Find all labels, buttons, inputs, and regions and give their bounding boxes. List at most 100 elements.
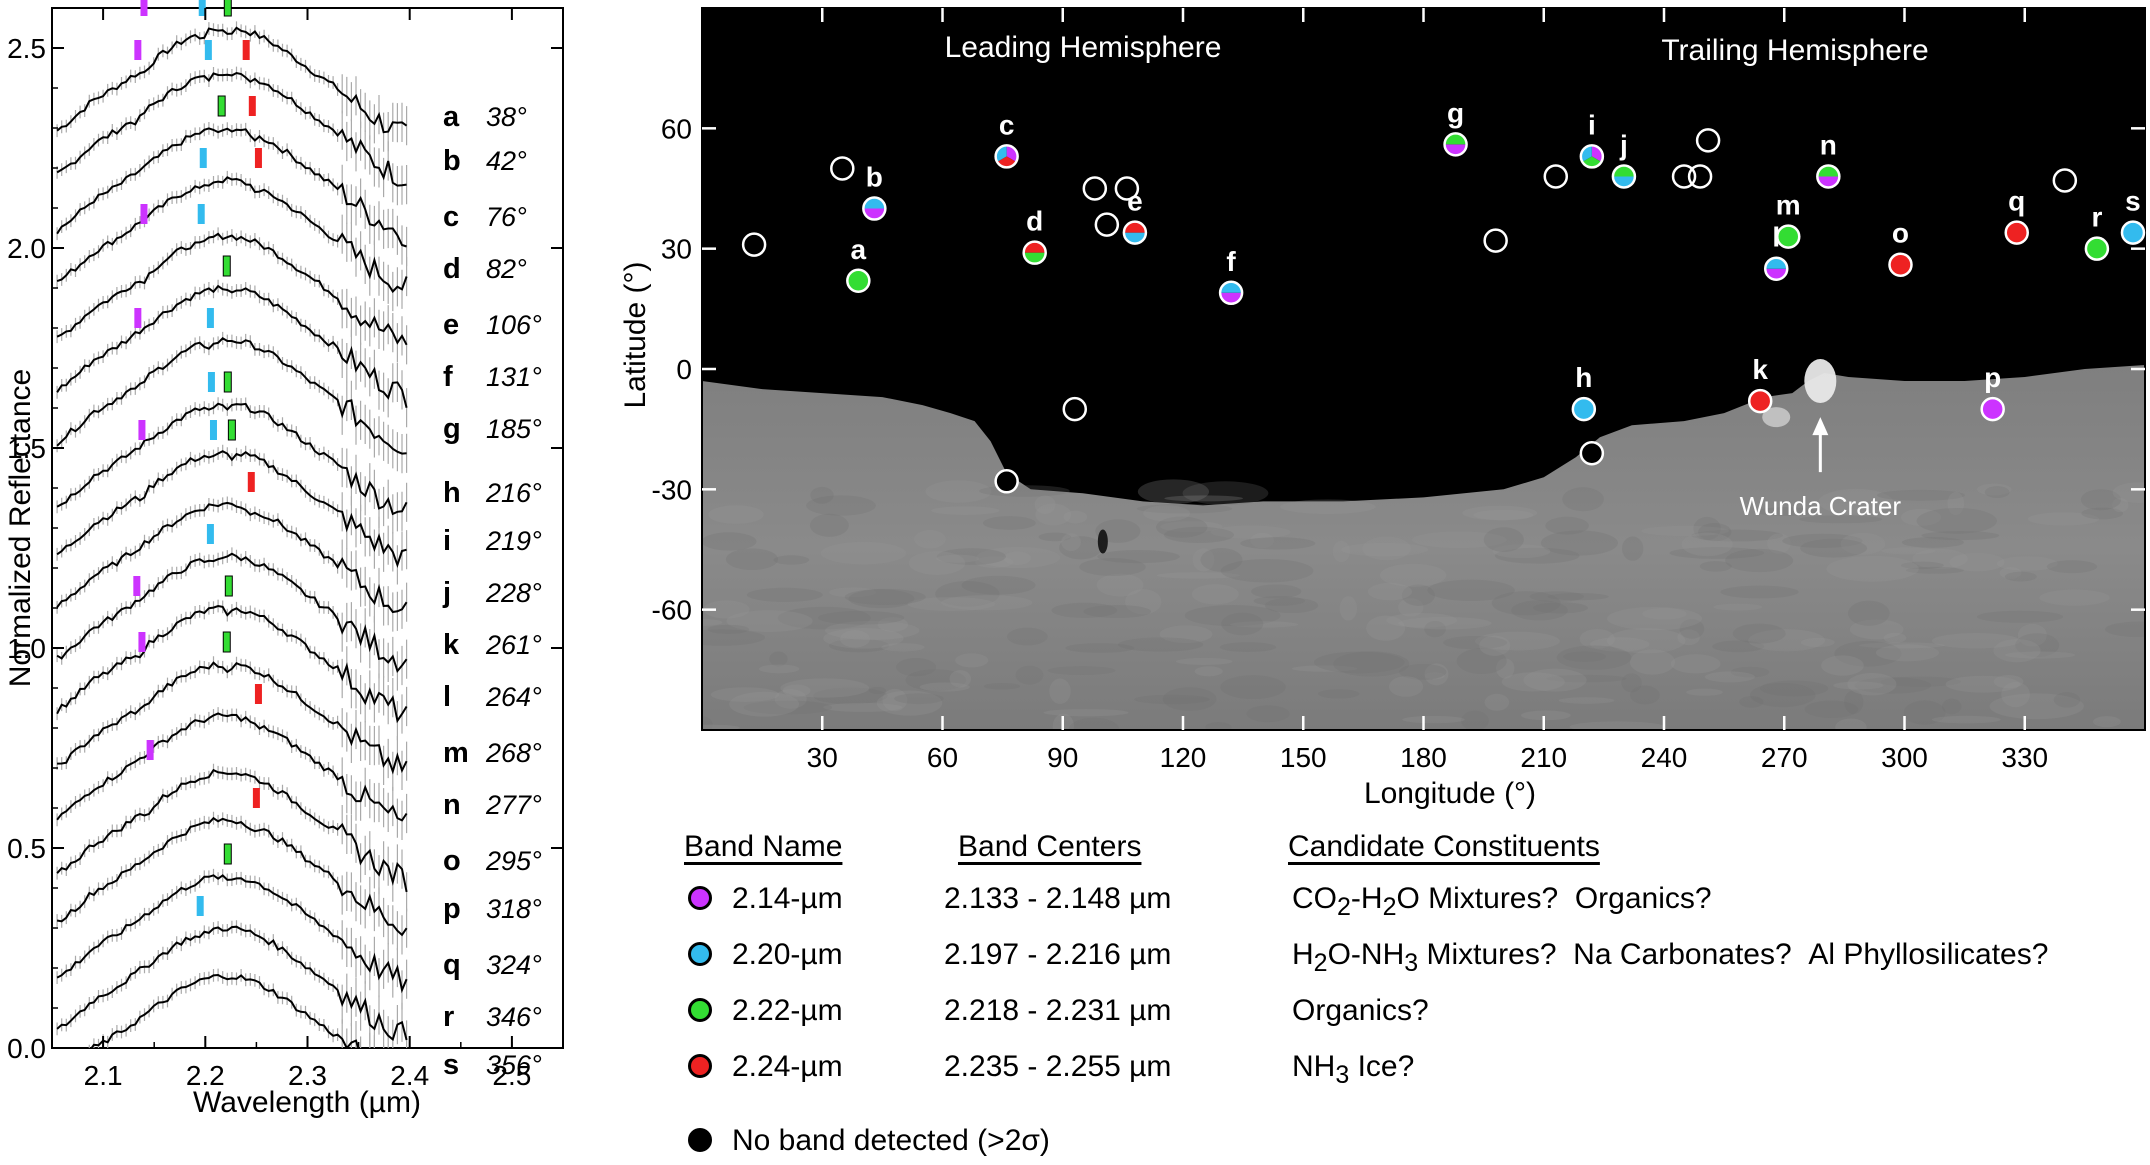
- band-point-label-s: s: [2125, 186, 2141, 217]
- terrain-texture: [1699, 561, 1732, 572]
- spectrum-label-i: i: [443, 525, 451, 557]
- legend-band-centers: 2.197 - 2.216 µm: [944, 938, 1172, 971]
- legend-row: 2.22-µm 2.218 - 2.231 µm Organics?: [680, 994, 2140, 1034]
- spectra-band-marks: [133, 0, 262, 916]
- terrain-texture: [907, 597, 995, 611]
- spectrum-line-l: [56, 604, 408, 724]
- terrain-texture: [1529, 591, 1584, 602]
- terrain-texture: [1520, 710, 1571, 721]
- terrain-texture: [1511, 600, 1568, 621]
- band-point-fill-o: [1889, 253, 1912, 276]
- band-mark-q: [223, 843, 232, 865]
- terrain-texture: [1399, 663, 1447, 680]
- band-mark-l: [133, 576, 141, 596]
- terrain-texture: [1402, 715, 1465, 724]
- legend-candidates: NH3 Ice?: [1292, 1050, 1415, 1089]
- spectra-x-tick-label: 2.1: [84, 1060, 123, 1091]
- terrain-texture: [1501, 672, 1565, 692]
- terrain-texture: [1162, 687, 1217, 712]
- band-point-outline-n: [1816, 164, 1841, 189]
- terrain-texture: [702, 716, 713, 730]
- terrain-texture: [1411, 531, 1507, 549]
- terrain-texture: [1332, 540, 1350, 563]
- terrain-texture: [1556, 645, 1632, 670]
- band-point-outline-m: [1776, 224, 1801, 249]
- band-point-label-b: b: [866, 162, 883, 193]
- band-mark-p: [252, 788, 260, 808]
- spectra-y-axis-label: Normalized Reflectance: [4, 369, 37, 687]
- terrain-texture: [1984, 486, 2010, 499]
- spectra-x-tick-label: 2.2: [186, 1060, 225, 1091]
- band-mark-i: [209, 420, 217, 440]
- legend-band-name: 2.20-µm: [732, 938, 843, 971]
- spectra-plot-frame: [51, 7, 564, 1049]
- spectrum-longitude-r: 346°: [486, 1002, 542, 1032]
- terrain-texture: [1947, 491, 1965, 516]
- terrain-texture: [1065, 643, 1135, 653]
- terrain-texture: [1038, 532, 1072, 542]
- spectrum-label-n: n: [443, 789, 461, 821]
- legend-band-name: 2.14-µm: [732, 882, 843, 915]
- terrain-texture: [1931, 633, 2021, 649]
- terrain-texture: [1424, 672, 1445, 680]
- terrain-texture: [1314, 651, 1405, 674]
- terrain-texture: [774, 689, 807, 709]
- terrain-texture: [1191, 584, 1239, 605]
- terrain-texture: [868, 686, 887, 695]
- spectrum-line-k: [56, 552, 408, 674]
- terrain-texture: [1720, 585, 1799, 599]
- spectrum-label-g: g: [443, 413, 461, 445]
- map-x-tick-label: 330: [2001, 742, 2048, 773]
- spectrum-longitude-o: 295°: [485, 846, 542, 876]
- spectra-y-tick-label: 0.5: [7, 833, 46, 864]
- spectrum-label-p: p: [443, 893, 461, 925]
- terrain-texture: [1931, 715, 2001, 724]
- terrain-texture: [1366, 615, 1406, 641]
- band-mark-l: [224, 575, 233, 597]
- terrain-texture: [702, 629, 765, 646]
- no-band-point: [2052, 168, 2078, 193]
- terrain-texture: [1641, 525, 1730, 537]
- terrain-texture: [894, 693, 944, 705]
- terrain-texture: [823, 628, 904, 649]
- band-point-outline-d: [1022, 240, 1047, 265]
- spectrum-line-p: [56, 816, 408, 937]
- terrain-texture: [1043, 708, 1129, 717]
- terrain-texture: [1562, 487, 1604, 512]
- wunda-arrow-head: [1812, 417, 1829, 436]
- spectrum-line-a: [56, 26, 408, 134]
- no-band-point: [1687, 164, 1713, 189]
- terrain-texture: [1341, 542, 1429, 557]
- terrain-texture: [1993, 638, 2041, 663]
- spectrum-label-q: q: [443, 949, 461, 981]
- terrain-texture: [1693, 516, 1721, 541]
- terrain-texture: [1398, 598, 1424, 617]
- terrain-texture: [1996, 556, 2058, 571]
- terrain-texture: [1977, 483, 2012, 496]
- terrain-texture: [1473, 509, 1534, 521]
- terrain-texture: [1590, 637, 1650, 652]
- terrain-texture: [949, 670, 972, 688]
- band-mark-c: [248, 96, 256, 116]
- terrain-texture: [1629, 649, 1676, 675]
- terrain-texture: [1156, 572, 1240, 579]
- band-point-label-a: a: [851, 234, 867, 265]
- terrain-texture: [2046, 560, 2098, 574]
- terrain-texture: [1456, 648, 1507, 675]
- terrain-texture: [1496, 658, 1515, 679]
- terrain-texture: [1993, 674, 2024, 689]
- spectrum-label-l: l: [443, 681, 451, 713]
- terrain-texture: [1523, 668, 1587, 692]
- terrain-texture: [1847, 672, 1897, 696]
- terrain-texture: [2112, 497, 2129, 513]
- terrain-texture: [1182, 481, 1269, 506]
- terrain-texture: [1989, 693, 2084, 720]
- band-mark-m: [222, 631, 231, 653]
- band-point-label-p: p: [1984, 362, 2001, 393]
- terrain-texture: [1367, 582, 1413, 601]
- spectrum-label-m: m: [443, 737, 469, 769]
- spectrum-label-a: a: [443, 101, 460, 133]
- terrain-texture: [2001, 681, 2030, 708]
- terrain-texture: [1877, 489, 1965, 501]
